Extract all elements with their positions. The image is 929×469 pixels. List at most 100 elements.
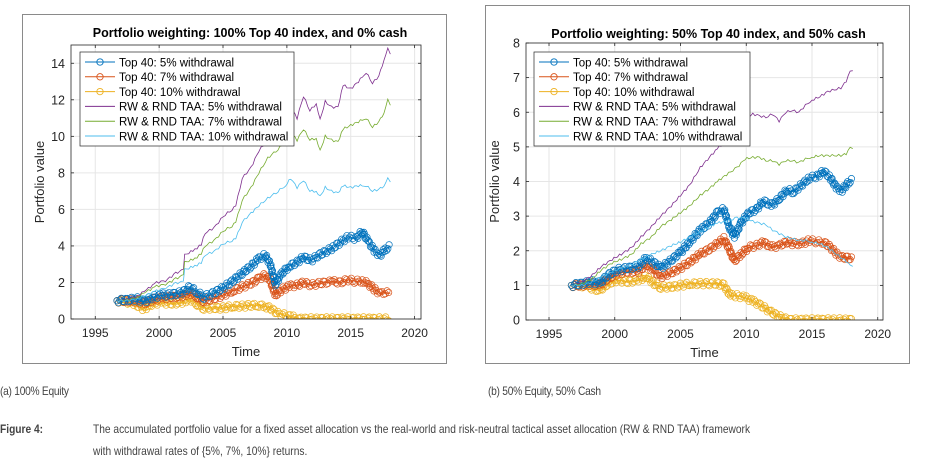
- data-point: [308, 258, 316, 266]
- data-point: [724, 218, 732, 226]
- data-point: [812, 175, 820, 183]
- legend-marker-circle-icon: [550, 58, 558, 66]
- data-point: [820, 315, 828, 320]
- data-point: [385, 317, 392, 319]
- legend-item: RW & RND TAA: 10% withdrawal: [85, 131, 288, 143]
- y-tick-label: 8: [513, 37, 520, 51]
- data-point: [363, 233, 371, 241]
- data-point: [235, 286, 243, 294]
- data-point: [265, 257, 274, 265]
- subcaption-b: (b) 50% Equity, 50% Cash: [488, 384, 601, 398]
- data-point: [339, 236, 347, 244]
- data-point: [338, 313, 346, 319]
- y-tick-label: 6: [513, 106, 520, 120]
- data-point: [660, 262, 668, 270]
- data-point: [846, 179, 854, 187]
- y-tick-label: 3: [513, 210, 520, 224]
- data-point: [756, 198, 765, 206]
- data-point: [243, 281, 251, 289]
- data-point: [634, 278, 642, 286]
- x-axis-label: Time: [690, 345, 718, 360]
- data-point: [311, 314, 319, 319]
- data-point: [252, 277, 260, 285]
- series-2-line: [116, 274, 391, 305]
- legend-item: RW & RND TAA: 10% withdrawal: [539, 131, 742, 143]
- data-point: [597, 278, 605, 286]
- y-tick-label: 14: [51, 57, 65, 71]
- legend-label: Top 40: 7% withdrawal: [573, 72, 688, 84]
- y-tick-label: 1: [513, 279, 520, 293]
- data-point: [287, 263, 295, 271]
- series-group: [113, 46, 393, 319]
- y-tick-label: 6: [58, 203, 65, 217]
- x-tick-label: 2000: [601, 327, 628, 341]
- data-point: [746, 210, 754, 218]
- data-point: [178, 290, 186, 298]
- data-point: [779, 316, 787, 320]
- series-4-line: [571, 70, 853, 286]
- data-point: [640, 275, 648, 283]
- data-point: [301, 313, 309, 319]
- data-point: [673, 253, 681, 261]
- data-point: [348, 314, 356, 319]
- data-point: [228, 304, 236, 312]
- y-tick-label: 5: [513, 140, 520, 154]
- data-point: [354, 313, 362, 319]
- data-point: [307, 313, 315, 319]
- data-point: [365, 313, 373, 319]
- data-point: [806, 316, 815, 320]
- series-5-line: [571, 146, 853, 287]
- legend-item: RW & RND TAA: 5% withdrawal: [85, 102, 282, 114]
- data-point: [754, 241, 762, 249]
- data-point: [595, 280, 603, 288]
- data-point: [795, 183, 803, 191]
- legend-label: Top 40: 10% withdrawal: [119, 87, 240, 99]
- data-point: [297, 253, 305, 261]
- data-point: [824, 314, 832, 320]
- series-group: [567, 70, 855, 320]
- y-tick-label: 10: [51, 130, 65, 144]
- data-point: [364, 314, 372, 319]
- x-tick-label: 2005: [210, 326, 237, 340]
- data-point: [808, 314, 816, 320]
- data-point: [283, 283, 291, 291]
- series-1-line: [571, 170, 854, 286]
- legend-marker-circle-icon: [550, 73, 558, 81]
- data-point: [591, 281, 599, 289]
- legend-item: Top 40: 7% withdrawal: [539, 72, 688, 84]
- data-point: [332, 317, 339, 319]
- data-point: [595, 287, 603, 295]
- data-point: [361, 315, 369, 319]
- data-point: [369, 313, 378, 319]
- data-point: [831, 317, 839, 320]
- data-point: [308, 315, 316, 319]
- data-point: [695, 251, 703, 260]
- data-point: [773, 195, 781, 203]
- data-point: [648, 258, 656, 266]
- data-point: [216, 286, 225, 294]
- data-point: [840, 182, 848, 190]
- data-point: [836, 187, 844, 196]
- data-point: [688, 257, 696, 266]
- y-axis-label: Portfolio value: [487, 140, 502, 222]
- data-point: [321, 316, 329, 319]
- data-point: [184, 282, 193, 290]
- data-point: [662, 271, 670, 279]
- legend-marker-circle-icon: [96, 58, 104, 66]
- data-point: [358, 315, 366, 319]
- data-point: [316, 317, 323, 319]
- data-point: [807, 174, 815, 182]
- figure-caption-line2: with withdrawal rates of {5%, 7%, 10%} r…: [93, 444, 308, 458]
- data-point: [358, 276, 366, 284]
- data-point: [847, 175, 855, 183]
- data-point: [679, 245, 687, 253]
- legend-label: Top 40: 5% withdrawal: [573, 57, 688, 69]
- legend-item: RW & RND TAA: 5% withdrawal: [539, 102, 736, 114]
- data-point: [651, 281, 660, 289]
- x-tick-label: 1995: [82, 326, 109, 340]
- subcaption-a: (a) 100% Equity: [0, 384, 69, 398]
- x-axis-label: Time: [232, 344, 260, 359]
- data-point: [197, 291, 205, 299]
- data-point: [365, 280, 373, 288]
- data-point: [812, 315, 820, 320]
